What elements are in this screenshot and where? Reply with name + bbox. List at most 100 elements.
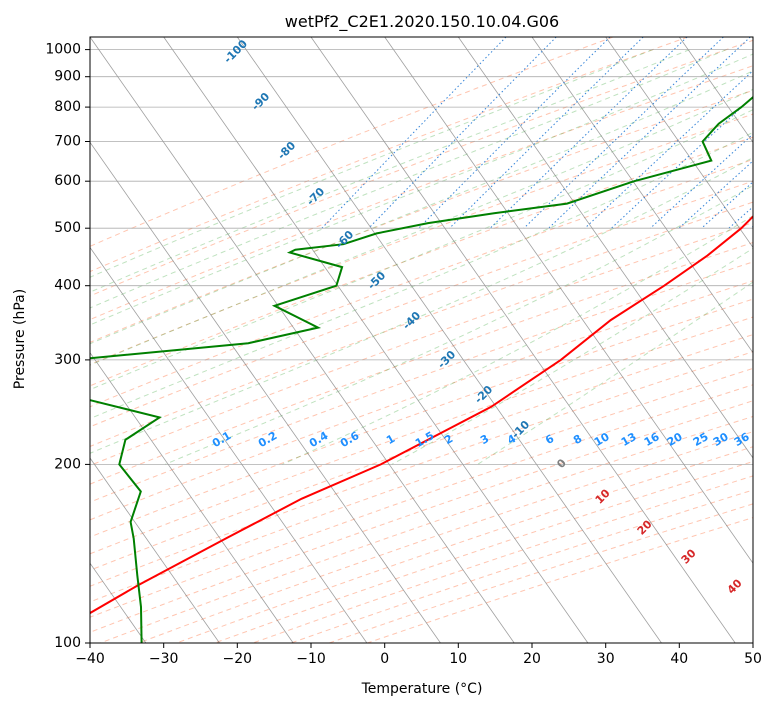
moist-adiabat-line: [90, 49, 690, 293]
dry-adiabat-line: [90, 180, 753, 428]
isotherm-label: -20: [472, 383, 495, 406]
isotherm-label: 0: [554, 456, 569, 471]
profile-lines-layer: [90, 95, 753, 643]
dry-adiabat-line: [90, 89, 753, 343]
dry-adiabat-line: [90, 37, 688, 273]
dry-adiabat-line: [90, 222, 753, 467]
isotherm-line: [90, 37, 515, 643]
y-tick-label: 600: [54, 173, 81, 189]
dry-adiabat-line: [90, 65, 753, 321]
isotherm-line: [90, 246, 368, 643]
x-tick-label: 40: [670, 651, 688, 667]
mixing-ratio-line: [368, 37, 557, 229]
dry-adiabat-line: [90, 298, 753, 538]
mixing-ratio-label: 30: [711, 430, 731, 449]
profile-series-line: [90, 95, 753, 643]
isotherm-label: 30: [679, 546, 699, 566]
isotherm-label: 20: [635, 517, 655, 537]
dry-adiabat-line: [90, 384, 753, 618]
dry-adiabat-line: [90, 241, 753, 485]
isotherm-line: [236, 37, 662, 643]
dry-adiabat-line: [90, 37, 614, 247]
isotherm-line: [163, 37, 589, 643]
isotherm-label: -90: [249, 90, 272, 113]
moist-adiabat-line: [282, 215, 753, 465]
mixing-ratio-label: 0.2: [256, 429, 279, 450]
x-tick-label: 30: [597, 651, 615, 667]
mixing-ratio-label: 1: [384, 432, 397, 447]
mixing-ratio-label: 8: [571, 432, 584, 447]
dry-adiabat-line: [252, 475, 753, 643]
isotherm-line: [310, 37, 736, 643]
y-tick-label: 300: [54, 352, 81, 368]
y-tick-label: 700: [54, 134, 81, 150]
mixing-ratio-label: 6: [543, 432, 556, 447]
y-tick-label: 500: [54, 220, 81, 236]
mixing-ratio-label: 0.4: [307, 429, 331, 450]
plot-frame: [89, 36, 754, 644]
mixing-ratio-label: 20: [665, 430, 685, 449]
dry-adiabat-line: [90, 261, 753, 503]
pressure-gridlines-layer: [90, 49, 753, 643]
x-tick-label: 10: [449, 651, 467, 667]
dry-adiabat-line: [90, 280, 753, 521]
dry-adiabat-line: [138, 431, 753, 643]
dry-adiabat-line: [328, 503, 753, 643]
mixing-ratio-line: [750, 225, 753, 229]
mixing-ratio-line: [321, 37, 507, 229]
isotherm-label: -100: [221, 37, 250, 66]
mixing-ratio-label: 2: [442, 432, 455, 447]
x-axis-label: Temperature (°C): [361, 681, 483, 697]
isotherm-line: [90, 457, 220, 643]
y-axis-ticks: 100 200 300 400 500 600 700 800 900 1000: [45, 42, 90, 651]
dry-adiabat-line: [90, 351, 753, 587]
isotherm-line: [752, 37, 753, 38]
isotherm-label: -50: [365, 269, 388, 292]
dry-adiabat-line: [90, 136, 753, 387]
x-tick-label: −10: [296, 651, 326, 667]
isotherm-line: [90, 141, 441, 643]
y-tick-label: 200: [54, 456, 81, 472]
y-tick-label: 1000: [45, 42, 81, 58]
mixing-ratio-label: 13: [619, 430, 639, 449]
dry-adiabat-line: [90, 201, 753, 447]
isotherm-line: [605, 37, 753, 249]
mixing-ratio-line: [489, 37, 688, 229]
dry-adiabat-line: [90, 39, 753, 297]
mixing-ratio-label: 10: [592, 430, 612, 449]
isotherm-line: [0, 37, 72, 643]
x-tick-label: 20: [523, 651, 541, 667]
dry-adiabat-line: [90, 316, 753, 555]
isotherm-label: -40: [400, 309, 423, 332]
x-axis-ticks: −40 −30 −20 −10 0 10 20 30 40 50: [75, 643, 762, 667]
isotherm-line: [457, 37, 753, 459]
mixing-ratio-line: [418, 37, 611, 229]
x-tick-label: 0: [380, 651, 389, 667]
chart-title: wetPf2_C2E1.2020.150.10.04.G06: [285, 12, 559, 32]
x-tick-label: −30: [149, 651, 179, 667]
profile-series-line: [90, 215, 753, 615]
isotherm-label: 40: [725, 576, 745, 596]
x-tick-label: −20: [223, 651, 253, 667]
mixing-ratio-line: [584, 70, 753, 229]
y-tick-label: 900: [54, 69, 81, 85]
dry-adiabat-line: [90, 400, 753, 633]
x-tick-label: −40: [75, 651, 105, 667]
dry-adiabat-line: [90, 334, 753, 571]
isotherm-label: 10: [593, 486, 613, 506]
isotherm-label: -60: [333, 228, 356, 251]
mixing-ratio-line: [701, 181, 753, 229]
x-tick-label: 50: [744, 651, 762, 667]
y-tick-label: 400: [54, 278, 81, 294]
isotherm-line: [384, 37, 753, 564]
mixing-ratio-line: [728, 206, 753, 229]
moist-adiabat-line: [90, 70, 753, 345]
moist-adiabat-line: [477, 281, 753, 465]
dry-adiabat-line: [90, 367, 753, 603]
moist-adiabat-line: [391, 247, 753, 465]
dry-adiabat-line: [90, 113, 753, 366]
y-tick-label: 800: [54, 99, 81, 115]
isotherm-label: -80: [275, 139, 298, 162]
isotherm-line: [678, 37, 753, 143]
